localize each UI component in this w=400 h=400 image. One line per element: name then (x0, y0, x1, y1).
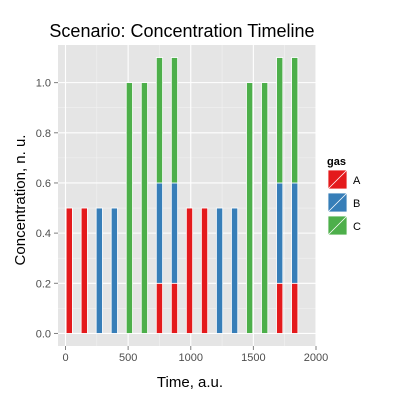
legend-item-b: B (326, 191, 360, 214)
bar-segment-a (80, 207, 88, 334)
bar-segment-c (170, 57, 179, 184)
x-tick-label: 1500 (241, 352, 265, 364)
legend-item-a: A (326, 168, 361, 191)
bar-segment-c (246, 82, 254, 334)
bar-segment-c (261, 82, 269, 334)
bar-segment-a (185, 207, 194, 334)
y-tick-label: 0.0 (36, 328, 51, 340)
x-tick-label: 1000 (179, 352, 203, 364)
legend-title: gas (327, 156, 346, 168)
bar-segment-b (291, 182, 299, 284)
bar-segment-a (201, 207, 209, 334)
legend-swatch-slash (327, 169, 348, 190)
y-tick-label: 0.8 (36, 128, 51, 140)
y-tick-label: 0.4 (36, 228, 51, 240)
bar-segment-a (65, 207, 73, 334)
bar-segment-c (291, 57, 299, 184)
bar-segment-b (216, 207, 224, 334)
legend-label-a: A (353, 175, 361, 187)
axis-group: 0 500 1000 1500 2000 0.0 0.2 0.4 0.6 0.8 1.0 (36, 78, 329, 364)
legend-label-b: B (353, 198, 360, 210)
bar-segment-b (170, 182, 179, 284)
x-axis-title: Time, a.u. (157, 374, 223, 391)
y-axis-title: Concentration, n. u. (12, 135, 29, 266)
x-tick-label: 500 (119, 352, 137, 364)
bar-segment-b (276, 182, 284, 284)
legend-swatch-slash (327, 192, 348, 213)
legend-item-c: C (326, 214, 361, 237)
y-tick-label: 0.6 (36, 178, 51, 190)
bar-segment-a (155, 282, 163, 334)
x-tick-label: 2000 (304, 352, 328, 364)
bar-segment-a (170, 282, 179, 334)
bars-group (65, 57, 299, 334)
chart-title: Scenario: Concentration Timeline (49, 21, 314, 41)
legend: gas ABC (326, 156, 361, 237)
x-tick-label: 0 (62, 352, 68, 364)
legend-label-c: C (353, 221, 361, 233)
bar-segment-b (155, 182, 163, 284)
y-tick-label: 1.0 (36, 78, 51, 90)
bar-segment-c (140, 82, 148, 334)
y-tick-label: 0.2 (36, 278, 51, 290)
bar-segment-c (276, 57, 284, 184)
bar-segment-c (155, 57, 163, 184)
bar-segment-a (291, 282, 299, 334)
legend-items: ABC (326, 168, 361, 237)
bar-segment-b (95, 207, 103, 334)
legend-swatch-slash (327, 215, 348, 236)
bar-segment-a (276, 282, 284, 334)
bar-segment-c (125, 82, 133, 334)
bar-segment-b (231, 207, 239, 334)
bar-segment-b (110, 207, 118, 334)
